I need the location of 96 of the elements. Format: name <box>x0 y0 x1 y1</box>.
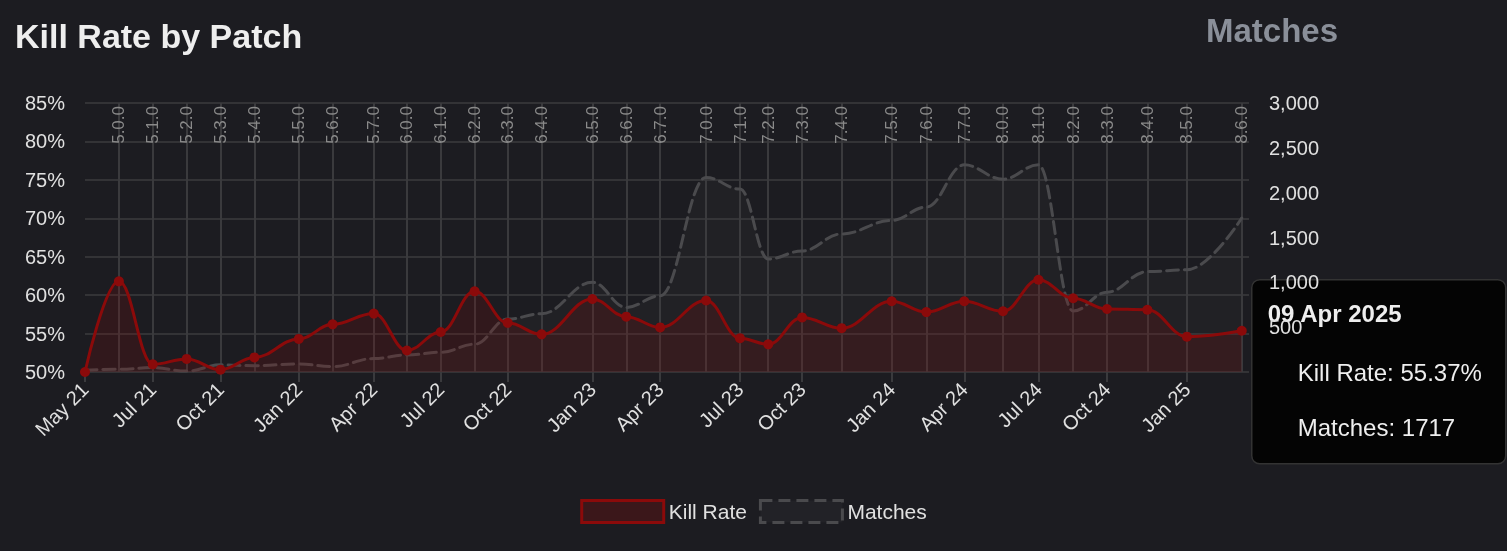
ref-line-label: 6.6.0 <box>616 106 636 144</box>
point <box>655 322 666 333</box>
ref-line-label: 5.7.0 <box>364 106 384 144</box>
ref-line-label: 6.3.0 <box>498 106 518 144</box>
point <box>763 339 774 350</box>
point <box>959 296 970 307</box>
y-tick-label: 55% <box>24 322 66 345</box>
point <box>215 364 226 375</box>
y2-tick-label: 2,000 <box>1269 181 1320 204</box>
legend-label: Matches <box>847 500 927 523</box>
ref-line-label: 6.0.0 <box>397 106 417 144</box>
x-tick-label: Jul 22 <box>395 378 449 432</box>
chart-title: Kill Rate by Patch <box>15 17 303 55</box>
ref-line-label: 8.0.0 <box>993 106 1013 144</box>
ref-line-label: 5.0.0 <box>109 106 129 144</box>
x-tick-label: Jan 24 <box>841 378 900 437</box>
point <box>536 329 547 340</box>
y-tick-label: 70% <box>24 207 66 230</box>
x-tick-label: Jul 21 <box>107 378 161 432</box>
ref-line-label: 7.4.0 <box>832 106 852 144</box>
point <box>836 323 847 334</box>
point <box>735 333 745 344</box>
ref-line-label: 7.5.0 <box>882 106 902 144</box>
x-tick-label: Oct 21 <box>171 378 229 436</box>
x-tick-label: Apr 22 <box>324 378 382 436</box>
ref-line-label: 6.4.0 <box>532 106 552 144</box>
ref-line-label: 5.1.0 <box>143 106 163 144</box>
x-tick-label: Apr 23 <box>610 378 668 436</box>
point <box>921 307 932 318</box>
ref-line-label: 5.6.0 <box>323 106 343 144</box>
ref-line-label: 7.1.0 <box>730 106 750 144</box>
ref-line-label: 5.4.0 <box>244 106 264 144</box>
x-tick-label: Apr 24 <box>914 378 973 436</box>
x-tick-label: Jul 24 <box>992 378 1047 432</box>
ref-line-label: 6.2.0 <box>465 106 485 144</box>
point <box>886 296 897 307</box>
point <box>587 293 598 304</box>
x-tick-label: Jan 25 <box>1136 378 1195 437</box>
y2-tick-label: 1,000 <box>1269 271 1320 294</box>
x-tick-label: Oct 22 <box>458 378 516 436</box>
point <box>621 311 632 322</box>
point <box>401 345 412 356</box>
x-tick-label: Oct 23 <box>752 378 810 436</box>
y2-tick-label: 3,000 <box>1269 92 1320 114</box>
point <box>249 352 260 363</box>
ref-line-label: 8.2.0 <box>1063 106 1083 144</box>
ref-line-label: 7.2.0 <box>758 106 778 144</box>
x-tick-label: Jan 23 <box>542 378 601 437</box>
y-tick-label: 75% <box>24 168 66 191</box>
ref-line-label: 8.4.0 <box>1137 106 1157 144</box>
point <box>701 295 712 306</box>
y-tick-label: 60% <box>24 284 66 307</box>
point <box>469 286 480 297</box>
ref-line-label: 6.7.0 <box>650 106 670 144</box>
x-tick-label: Oct 24 <box>1057 378 1115 436</box>
ref-line-label: 7.3.0 <box>792 106 812 144</box>
y-tick-label: 80% <box>24 130 66 153</box>
y2-axis-title: Matches <box>1205 12 1339 49</box>
x-tick-label: Jan 22 <box>248 378 307 437</box>
ref-line-label: 7.6.0 <box>916 106 936 144</box>
ref-line-label: 6.1.0 <box>431 106 451 144</box>
point <box>435 327 446 338</box>
point <box>997 306 1008 317</box>
point <box>147 359 158 370</box>
point <box>80 367 90 377</box>
point <box>502 317 513 328</box>
y2-tick-label: 2,500 <box>1269 136 1320 159</box>
point <box>1068 293 1079 304</box>
ref-line-label: 5.3.0 <box>211 106 231 144</box>
point <box>113 276 124 287</box>
point <box>1142 304 1153 315</box>
ref-line-label: 8.3.0 <box>1097 106 1117 144</box>
text: Matches: 1717 <box>1297 414 1456 442</box>
ref-line-label: 8.6.0 <box>1232 106 1252 144</box>
ref-line-label: 7.7.0 <box>954 106 974 144</box>
point <box>181 353 192 364</box>
y-tick-label: 65% <box>24 245 66 268</box>
y2-tick-label: 1,500 <box>1269 226 1320 249</box>
y-tick-label: 85% <box>24 92 66 114</box>
ref-line-label: 8.1.0 <box>1028 106 1048 144</box>
legend-label: Kill Rate <box>668 500 747 523</box>
ref-line-label: 8.5.0 <box>1177 106 1197 144</box>
point <box>797 312 808 323</box>
ref-line-label: 5.2.0 <box>177 106 197 144</box>
ref-line-label: 5.5.0 <box>289 106 309 144</box>
point <box>1181 331 1192 342</box>
point <box>1033 274 1044 285</box>
ref-line-label: 7.0.0 <box>696 106 716 144</box>
ref-line-label: 6.5.0 <box>582 106 602 144</box>
x-tick-label: Jul 23 <box>694 378 748 432</box>
point <box>293 333 304 344</box>
point <box>327 319 338 330</box>
text: Kill Rate: 55.37% <box>1297 359 1482 387</box>
point <box>1102 303 1113 314</box>
point <box>1236 325 1247 336</box>
point <box>368 308 379 319</box>
